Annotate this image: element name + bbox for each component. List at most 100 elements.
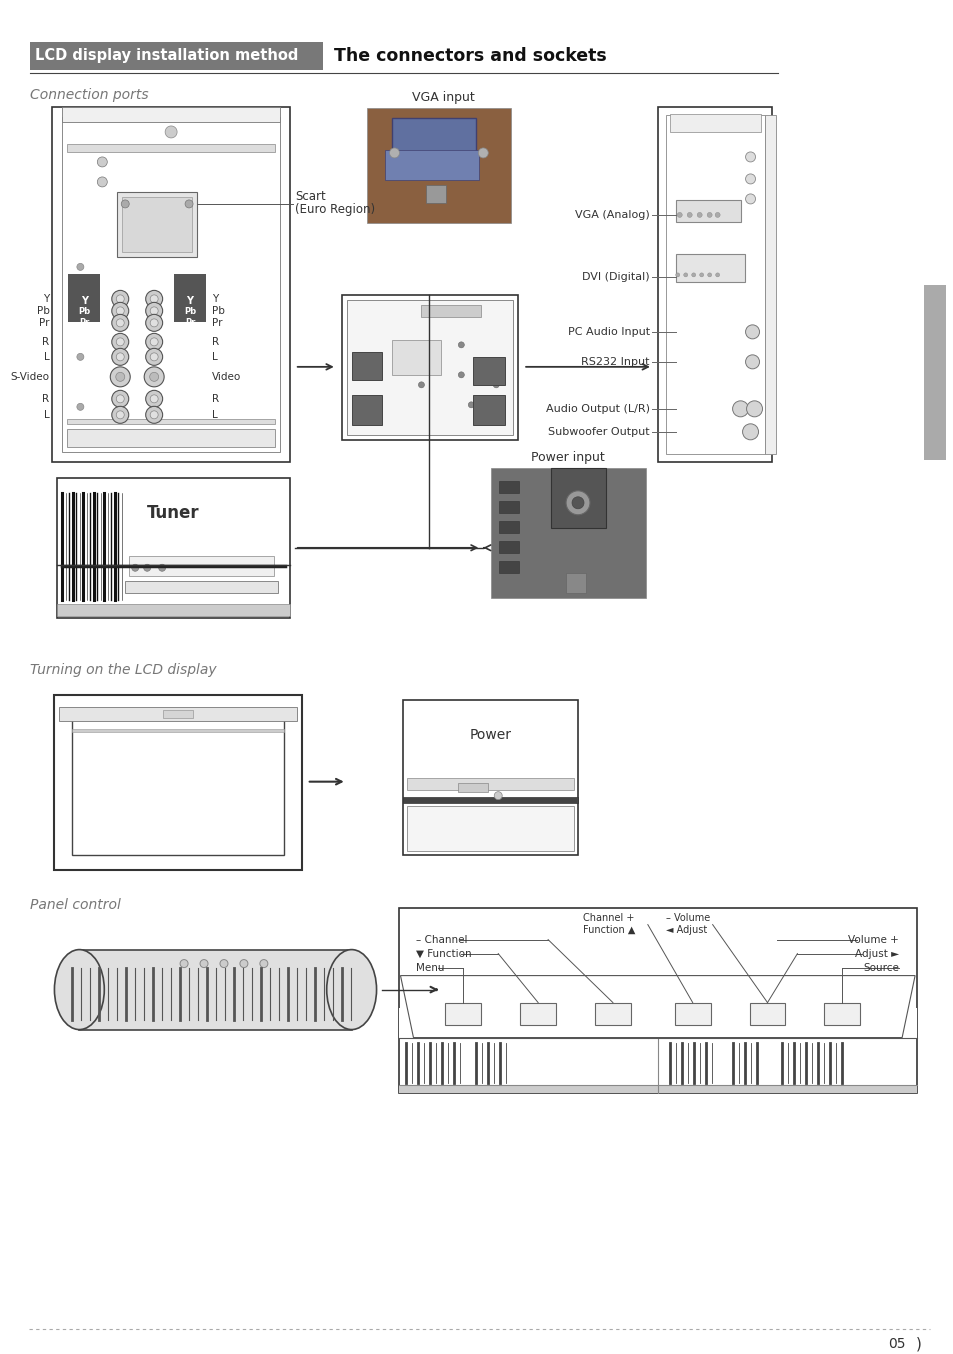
Bar [403,700,578,854]
Circle shape [240,960,248,968]
Circle shape [457,372,464,378]
Text: ▼ Function: ▼ Function [416,949,472,959]
Bar [62,116,279,452]
Circle shape [158,565,166,571]
Circle shape [150,307,158,315]
Bar [352,395,381,425]
Text: L: L [44,410,50,420]
Circle shape [150,318,158,326]
Bar [59,707,296,720]
Circle shape [146,314,162,332]
Bar [79,949,352,1029]
Circle shape [732,401,748,417]
Circle shape [418,341,424,348]
Text: L: L [212,410,217,420]
Bar [57,478,290,617]
Bar [407,777,574,789]
Bar [125,581,277,593]
Circle shape [220,960,228,968]
Text: – Channel: – Channel [416,934,468,945]
Bar [498,501,518,513]
Text: Y: Y [43,294,50,303]
Text: ): ) [915,1336,921,1351]
Bar [749,1002,784,1025]
Text: R: R [42,394,50,403]
Circle shape [112,348,129,366]
Circle shape [565,490,589,515]
Text: – Volume: – Volume [665,913,709,922]
Circle shape [144,565,151,571]
Bar [923,284,945,460]
Bar [341,295,517,440]
Circle shape [116,318,124,326]
Circle shape [111,367,131,387]
Circle shape [477,148,488,158]
Circle shape [677,213,681,218]
Text: Subwoofer Output: Subwoofer Output [548,427,649,437]
Text: Volume +: Volume + [847,934,899,945]
Text: Pb: Pb [36,306,50,315]
Circle shape [493,382,498,387]
Circle shape [494,792,501,800]
Text: Adjust ►: Adjust ► [854,949,899,959]
Bar [391,340,441,375]
Circle shape [146,290,162,307]
Ellipse shape [326,949,376,1029]
Circle shape [150,353,158,362]
Bar [498,540,518,552]
Bar [57,604,290,616]
Polygon shape [400,976,914,1037]
Text: Channel +: Channel + [582,913,634,922]
Circle shape [146,333,162,351]
Text: RS232 Input: RS232 Input [580,357,649,367]
Text: PC Audio Input: PC Audio Input [567,326,649,337]
Circle shape [745,325,759,338]
Circle shape [150,372,158,382]
Text: Tuner: Tuner [147,504,199,521]
Bar [30,42,322,70]
Circle shape [77,353,84,360]
Circle shape [745,173,755,184]
Text: Pb: Pb [78,307,91,317]
Bar [62,107,279,122]
Text: Power input: Power input [531,451,604,464]
Circle shape [132,565,138,571]
Circle shape [180,960,188,968]
Circle shape [146,390,162,408]
Text: VGA input: VGA input [412,92,475,104]
Bar [163,709,193,718]
Text: Scart: Scart [294,191,325,203]
Circle shape [746,401,761,417]
Bar [675,255,743,282]
Circle shape [165,126,177,138]
Bar [498,481,518,493]
Circle shape [699,274,703,276]
Bar [669,114,760,131]
Circle shape [150,410,158,418]
Bar [174,274,206,322]
Circle shape [112,314,129,332]
Circle shape [150,395,158,403]
Text: 05: 05 [886,1338,904,1351]
Circle shape [112,390,129,408]
Circle shape [150,338,158,345]
Bar [519,1002,556,1025]
Bar [122,196,192,252]
Bar [54,695,301,869]
Bar [407,806,574,850]
Ellipse shape [54,949,104,1029]
Circle shape [259,960,268,968]
Bar [398,907,916,1093]
Circle shape [745,194,755,204]
Text: DVI (Digital): DVI (Digital) [581,272,649,282]
Bar [69,274,100,322]
Circle shape [116,307,124,315]
Bar [72,718,283,854]
Circle shape [112,290,129,307]
Circle shape [572,497,583,509]
Text: Pb: Pb [184,307,196,317]
Bar [551,467,605,528]
Bar [445,1002,480,1025]
Circle shape [691,274,695,276]
Circle shape [697,213,701,218]
